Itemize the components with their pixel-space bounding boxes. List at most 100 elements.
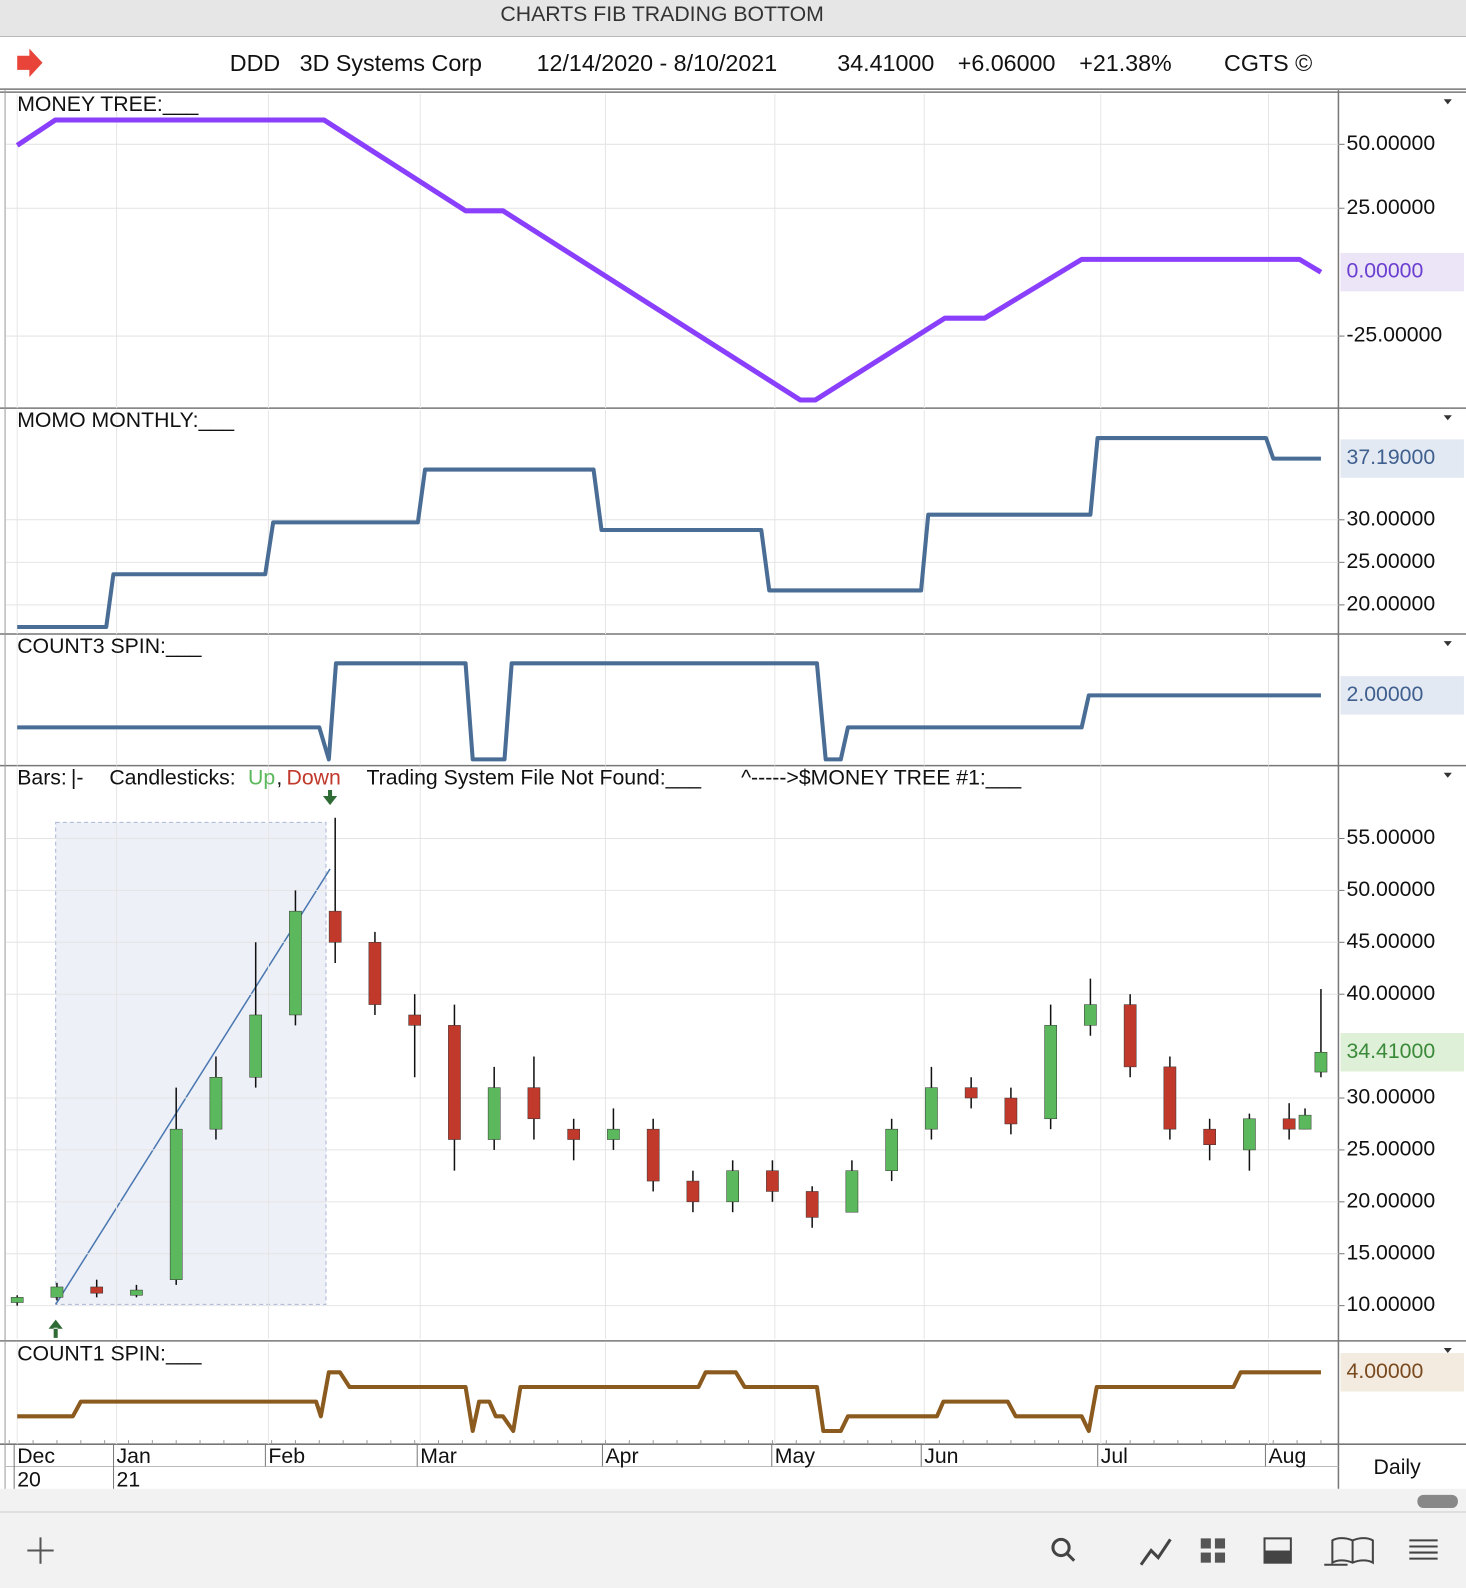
change-pct: +21.38% bbox=[1079, 50, 1171, 76]
candle-body bbox=[209, 1077, 223, 1130]
title-bar bbox=[0, 0, 1466, 37]
candle-body bbox=[766, 1170, 779, 1192]
dropdown[interactable] bbox=[1443, 772, 1452, 778]
last-value-label: 34.41000 bbox=[1347, 1039, 1436, 1063]
candle-body bbox=[1084, 1004, 1097, 1026]
y-tick-label: 40.00000 bbox=[1347, 981, 1436, 1005]
dropdown[interactable] bbox=[1443, 99, 1452, 105]
draw-button[interactable] bbox=[1139, 1538, 1172, 1566]
menu-button[interactable] bbox=[1409, 1539, 1438, 1560]
candle-body bbox=[1123, 1004, 1137, 1068]
candle-body bbox=[1243, 1118, 1256, 1151]
dropdown[interactable] bbox=[1443, 1347, 1452, 1354]
x-tick-label: Feb bbox=[268, 1444, 305, 1468]
last-value-box bbox=[1340, 1353, 1464, 1392]
y-tick-label: 25.00000 bbox=[1347, 549, 1436, 573]
x-tick-label: Dec bbox=[17, 1444, 55, 1468]
last-value-label: 2.00000 bbox=[1347, 682, 1424, 706]
candle-body bbox=[289, 910, 302, 1016]
x-tick-label: Apr bbox=[605, 1444, 638, 1468]
candle-body bbox=[169, 1128, 183, 1280]
legend-down: Down bbox=[287, 765, 341, 789]
candle-body bbox=[249, 1014, 263, 1078]
change: +6.06000 bbox=[958, 50, 1056, 76]
panel-title: COUNT1 SPIN:___ bbox=[17, 1342, 202, 1366]
legend-candles: Candlesticks: bbox=[109, 765, 235, 789]
fib-trend-line bbox=[55, 868, 331, 1305]
candle-body bbox=[527, 1087, 541, 1120]
candle-body bbox=[885, 1128, 898, 1171]
x-tick-label: Jul bbox=[1101, 1444, 1128, 1468]
panel-title: MONEY TREE:___ bbox=[17, 92, 199, 116]
candle-body bbox=[1314, 1051, 1328, 1073]
candle-body bbox=[646, 1128, 660, 1182]
legend-system: Trading System File Not Found:___ bbox=[367, 765, 703, 789]
candle-body bbox=[448, 1025, 461, 1140]
candle-body bbox=[726, 1170, 739, 1203]
candle-body bbox=[1004, 1097, 1018, 1125]
indicator-line bbox=[17, 436, 1321, 630]
top-arrow bbox=[322, 789, 338, 806]
symbol: DDD bbox=[230, 50, 280, 76]
y-tick-label: 20.00000 bbox=[1347, 591, 1436, 615]
y-tick-label: 45.00000 bbox=[1347, 929, 1436, 953]
candle-body bbox=[328, 910, 342, 943]
candle-body bbox=[408, 1014, 422, 1026]
y-tick-label: 55.00000 bbox=[1347, 825, 1436, 849]
candle-body bbox=[1203, 1128, 1216, 1145]
window-title: CHARTS FIB TRADING BOTTOM bbox=[500, 2, 823, 26]
y-tick-label: 50.00000 bbox=[1347, 877, 1436, 901]
arrow-icon[interactable] bbox=[17, 48, 43, 77]
last-value-box bbox=[1340, 439, 1464, 478]
x-tick-label: Aug bbox=[1268, 1444, 1306, 1468]
candle-body bbox=[1163, 1066, 1177, 1130]
panel-title: MOMO MONTHLY:___ bbox=[17, 408, 235, 432]
candle-body bbox=[1044, 1025, 1057, 1120]
toolbar bbox=[0, 1488, 1466, 1588]
company-name: 3D Systems Corp bbox=[300, 50, 482, 76]
candle-body bbox=[845, 1170, 859, 1213]
fib-selection bbox=[55, 821, 327, 1305]
last-value-label: 37.19000 bbox=[1347, 445, 1436, 469]
candle-body bbox=[90, 1286, 104, 1294]
y-tick-label: 50.00000 bbox=[1347, 131, 1436, 155]
y-tick-label: 30.00000 bbox=[1347, 1085, 1436, 1109]
y-tick-label: 20.00000 bbox=[1347, 1188, 1436, 1212]
interval[interactable]: Daily bbox=[1374, 1455, 1422, 1479]
candle-body bbox=[925, 1087, 938, 1130]
dropdown[interactable] bbox=[1443, 641, 1452, 647]
candle-body bbox=[607, 1128, 620, 1140]
dropdown[interactable] bbox=[1443, 415, 1452, 421]
panel-button[interactable] bbox=[1263, 1537, 1292, 1564]
legend-up: Up bbox=[248, 765, 275, 789]
x-tick-label: Jun bbox=[924, 1444, 958, 1468]
y-tick-label: 10.00000 bbox=[1347, 1292, 1436, 1316]
y-tick-label: 25.00000 bbox=[1347, 195, 1436, 219]
candle-body bbox=[10, 1297, 24, 1303]
y-tick-label: -25.00000 bbox=[1347, 323, 1443, 347]
last-value-label: 4.00000 bbox=[1347, 1359, 1424, 1383]
last-value-box bbox=[1340, 1032, 1464, 1072]
search-button[interactable] bbox=[1051, 1537, 1076, 1562]
brand: CGTS © bbox=[1224, 50, 1312, 76]
candle-body bbox=[567, 1128, 581, 1140]
panel-title: COUNT3 SPIN:___ bbox=[17, 634, 202, 658]
price: 34.41000 bbox=[837, 50, 934, 76]
indicator-line bbox=[15, 117, 1323, 403]
y-tick-label: 15.00000 bbox=[1347, 1240, 1436, 1264]
last-value-box bbox=[1340, 252, 1464, 292]
candle-body bbox=[686, 1180, 700, 1203]
x-tick-label: May bbox=[775, 1444, 816, 1468]
add-button[interactable] bbox=[27, 1537, 54, 1564]
candle-body bbox=[487, 1087, 501, 1140]
scrollbar[interactable] bbox=[1417, 1494, 1458, 1508]
legend-link: ^----->$MONEY TREE #1:___ bbox=[741, 765, 1022, 789]
candle-body bbox=[1298, 1114, 1312, 1130]
book-button[interactable] bbox=[1324, 1537, 1374, 1566]
legend-bars: Bars: bbox=[17, 765, 67, 789]
legend-sep: , bbox=[276, 765, 282, 789]
y-tick-label: 25.00000 bbox=[1347, 1137, 1436, 1161]
layout-button[interactable] bbox=[1200, 1538, 1226, 1563]
legend-bars-symbol: |- bbox=[71, 765, 84, 789]
